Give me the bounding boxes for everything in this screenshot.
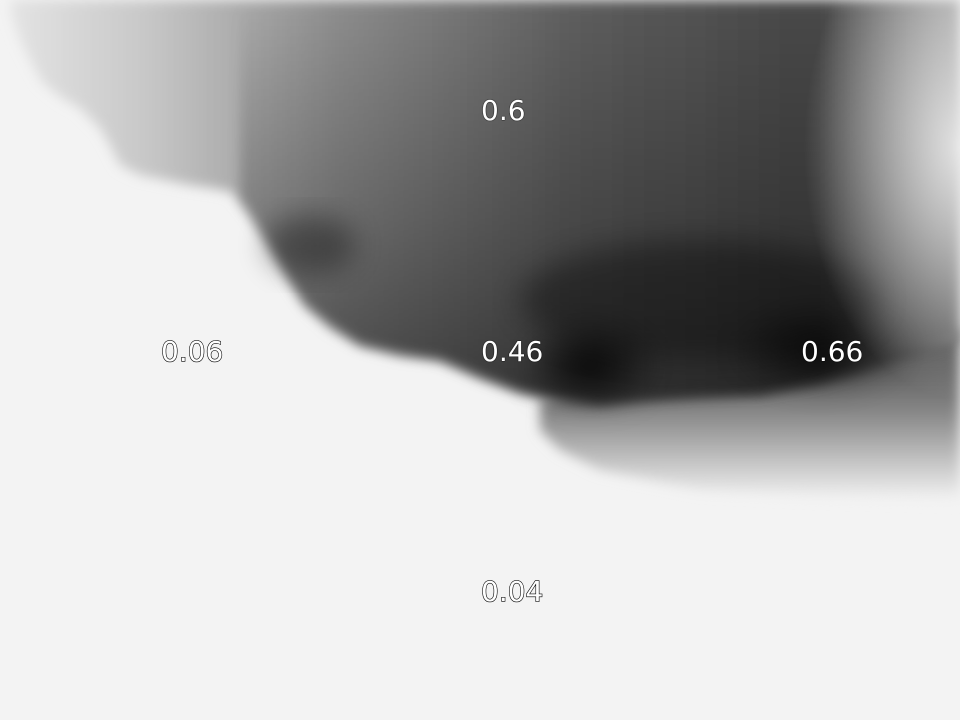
value-label-right: 0.66 [801,335,864,368]
value-label-bottom: 0.04 [480,575,544,608]
value-label-center: 0.46 [481,335,544,368]
value-label-left: 0.06 [160,335,224,368]
value-label-top: 0.6 [481,94,526,127]
